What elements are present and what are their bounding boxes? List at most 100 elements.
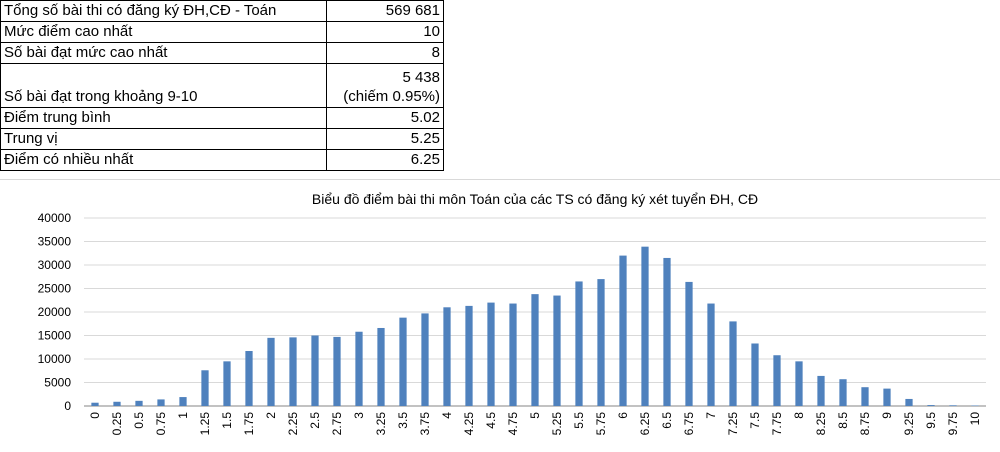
stats-row-total: Tổng số bài thi có đăng ký ĐH,CĐ - Toán … [1,1,444,22]
y-tick-label: 15000 [38,329,72,343]
x-tick-label: 3 [352,412,366,419]
y-tick-label: 10000 [38,352,72,366]
x-tick-label: 3.25 [374,412,388,436]
x-tick-label: 1.5 [220,412,234,429]
y-tick-label: 20000 [38,305,72,319]
y-tick-label: 0 [64,399,71,413]
stats-value-range-9-10: 5 438 (chiếm 0.95%) [327,64,444,108]
x-tick-label: 1.25 [198,412,212,436]
bar [201,370,208,406]
x-tick-label: 0.5 [132,412,146,429]
x-tick-label: 3.75 [418,412,432,436]
x-tick-label: 2 [264,412,278,419]
x-tick-label: 5.75 [594,412,608,436]
x-tick-label: 9.5 [924,412,938,429]
stats-value-total: 569 681 [327,1,444,22]
bar [883,389,890,406]
bar [443,307,450,406]
bar [685,282,692,406]
stats-value-range-percent: (chiếm 0.95%) [330,87,440,106]
stats-label-mode: Điểm có nhiều nhất [1,150,327,171]
bar [839,379,846,406]
bar [487,303,494,406]
chart-svg: Biểu đồ điểm bài thi môn Toán của các TS… [0,180,1000,452]
x-tick-label: 9 [880,412,894,419]
stats-row-range-9-10: Số bài đạt trong khoảng 9-10 5 438 (chiế… [1,64,444,108]
bar [421,313,428,406]
bar [135,401,142,406]
stats-label-median: Trung vị [1,129,327,150]
bar [531,294,538,406]
x-tick-label: 1 [176,412,190,419]
bar [729,321,736,406]
stats-row-mean: Điểm trung bình 5.02 [1,108,444,129]
bar [795,361,802,406]
x-tick-label: 7.5 [748,412,762,429]
stats-value-mode: 6.25 [327,150,444,171]
x-tick-label: 6.75 [682,412,696,436]
x-tick-label: 0 [88,412,102,419]
bar [773,355,780,406]
bar [465,306,472,406]
y-tick-label: 5000 [44,376,71,390]
bar [289,337,296,406]
bar [91,403,98,406]
stats-row-max-count: Số bài đạt mức cao nhất 8 [1,43,444,64]
stats-value-max-count: 8 [327,43,444,64]
chart-title: Biểu đồ điểm bài thi môn Toán của các TS… [312,191,758,207]
x-tick-label: 9.25 [902,412,916,436]
x-tick-label: 7.25 [726,412,740,436]
stats-label-range-9-10: Số bài đạt trong khoảng 9-10 [1,64,327,108]
stats-label-mean: Điểm trung bình [1,108,327,129]
x-tick-label: 8 [792,412,806,419]
x-tick-label: 8.25 [814,412,828,436]
stats-value-mean: 5.02 [327,108,444,129]
bar [861,387,868,406]
x-tick-label: 0.25 [110,412,124,436]
y-tick-label: 40000 [38,211,72,225]
bar [641,247,648,406]
bar [157,399,164,406]
x-tick-label: 5.25 [550,412,564,436]
bar [267,338,274,406]
x-tick-label: 6.25 [638,412,652,436]
y-tick-label: 35000 [38,235,72,249]
y-tick-label: 30000 [38,258,72,272]
stats-row-max-score: Mức điểm cao nhất 10 [1,22,444,43]
x-tick-label: 3.5 [396,412,410,429]
stats-row-median: Trung vị 5.25 [1,129,444,150]
bar [509,304,516,406]
y-tick-label: 25000 [38,282,72,296]
bar [399,318,406,406]
x-tick-label: 1.75 [242,412,256,436]
x-tick-label: 5 [528,412,542,419]
x-tick-label: 4.5 [484,412,498,429]
x-tick-label: 0.75 [154,412,168,436]
x-tick-label: 6.5 [660,412,674,429]
x-tick-label: 6 [616,412,630,419]
x-tick-label: 7.75 [770,412,784,436]
bar [113,402,120,406]
stats-value-median: 5.25 [327,129,444,150]
bar [751,343,758,406]
bar [245,351,252,406]
stats-label-total: Tổng số bài thi có đăng ký ĐH,CĐ - Toán [1,1,327,22]
stats-value-max-score: 10 [327,22,444,43]
bar [949,405,956,406]
bar [663,258,670,406]
x-tick-label: 2.75 [330,412,344,436]
bar [179,397,186,406]
bar [377,328,384,406]
x-tick-label: 10 [968,412,982,426]
bar [333,337,340,406]
x-tick-label: 8.75 [858,412,872,436]
bar [927,405,934,406]
bar [707,304,714,406]
stats-label-max-count: Số bài đạt mức cao nhất [1,43,327,64]
x-tick-label: 4 [440,412,454,419]
x-tick-label: 2.25 [286,412,300,436]
bar [355,332,362,406]
x-tick-label: 4.25 [462,412,476,436]
stats-label-max-score: Mức điểm cao nhất [1,22,327,43]
x-tick-label: 5.5 [572,412,586,429]
